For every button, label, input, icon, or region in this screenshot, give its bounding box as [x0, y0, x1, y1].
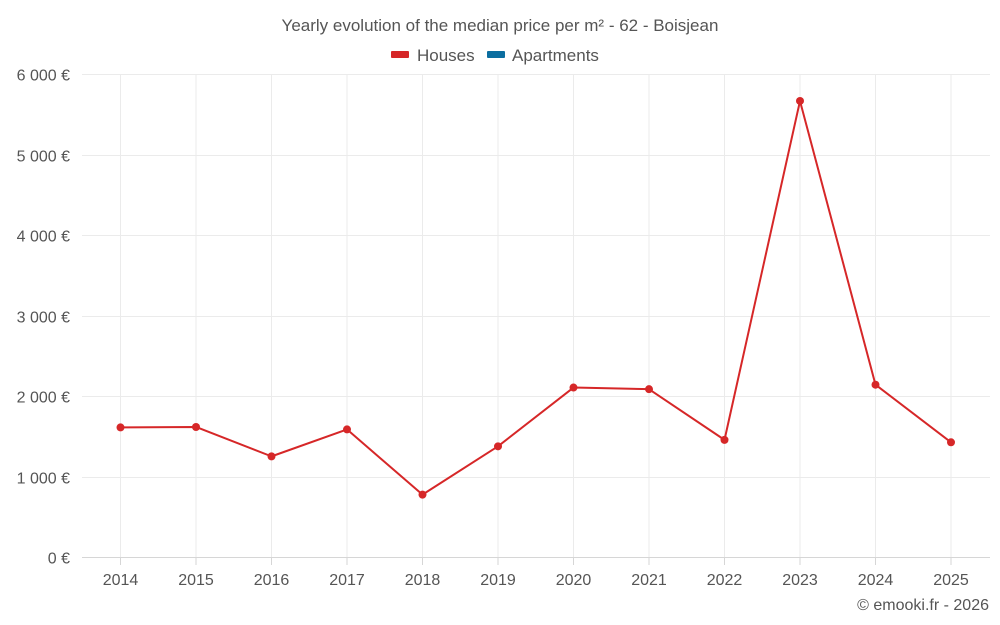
gridlines — [82, 74, 990, 557]
data-point-houses-2025[interactable] — [947, 438, 955, 447]
data-point-houses-2024[interactable] — [871, 380, 880, 389]
x-tick-label: 2025 — [933, 572, 969, 589]
x-tick-label: 2018 — [405, 572, 441, 589]
y-tick-label: 2 000 € — [17, 390, 70, 407]
legend: Houses Apartments — [391, 46, 599, 65]
data-point-houses-2017[interactable] — [343, 425, 351, 434]
x-tick-label: 2019 — [480, 572, 516, 589]
chart-title: Yearly evolution of the median price per… — [282, 16, 719, 35]
x-tick-label: 2015 — [178, 572, 214, 589]
y-tick-label: 4 000 € — [17, 229, 70, 246]
data-point-houses-2022[interactable] — [720, 435, 729, 444]
y-tick-label: 6 000 € — [17, 68, 70, 85]
x-tick-label: 2014 — [103, 572, 139, 589]
series-layer — [116, 96, 955, 499]
data-point-houses-2020[interactable] — [569, 383, 578, 392]
x-tick-label: 2022 — [707, 572, 743, 589]
x-tick-label: 2024 — [858, 572, 894, 589]
y-axis-ticks: 0 € 1 000 € 2 000 € 3 000 € 4 000 € 5 000 € 6 … — [17, 68, 70, 568]
series-line-houses — [120, 99, 952, 496]
data-point-houses-2019[interactable] — [494, 442, 502, 451]
x-tick-label: 2020 — [556, 572, 592, 589]
x-tick-label: 2023 — [782, 572, 818, 589]
data-point-houses-2023[interactable] — [796, 96, 804, 105]
x-tick-label: 2016 — [254, 572, 290, 589]
legend-label-houses: Houses — [417, 46, 475, 65]
legend-label-apartments: Apartments — [512, 46, 599, 65]
x-axis-ticks: 2014 2015 2016 2017 2018 2019 2020 2021 2022 2023… — [103, 557, 969, 589]
data-point-houses-2016[interactable] — [267, 452, 276, 461]
data-point-houses-2018[interactable] — [418, 490, 427, 499]
x-tick-label: 2017 — [329, 572, 365, 589]
y-tick-label: 1 000 € — [17, 471, 70, 488]
data-point-houses-2015[interactable] — [192, 422, 200, 431]
credit-text: © emooki.fr - 2026 — [857, 597, 989, 614]
data-point-houses-2021[interactable] — [645, 385, 653, 394]
legend-item-houses[interactable]: Houses — [391, 46, 475, 65]
legend-swatch-houses — [391, 51, 409, 58]
data-point-houses-2014[interactable] — [116, 423, 125, 432]
x-tick-label: 2021 — [631, 572, 667, 589]
legend-item-apartments[interactable]: Apartments — [487, 46, 599, 65]
y-tick-label: 3 000 € — [17, 310, 70, 327]
y-tick-label: 0 € — [48, 551, 70, 568]
y-tick-label: 5 000 € — [17, 149, 70, 166]
legend-swatch-apartments — [487, 51, 505, 58]
